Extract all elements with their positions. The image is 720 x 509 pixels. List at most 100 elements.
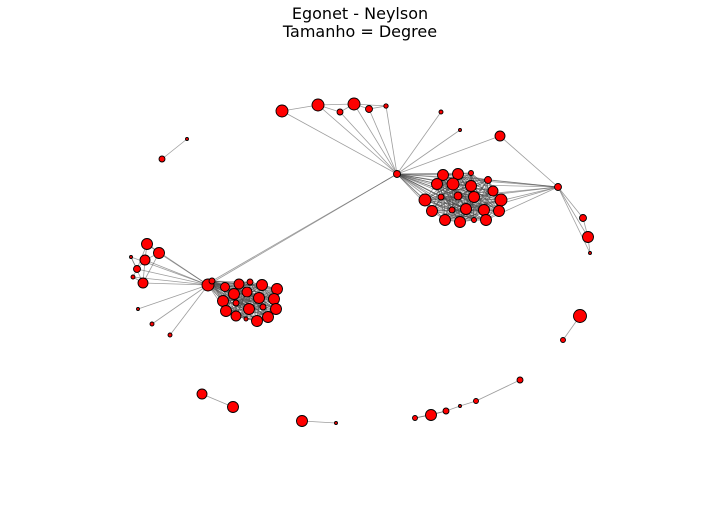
- node-a12: [468, 191, 480, 203]
- node-a20: [471, 217, 477, 223]
- node-a3: [431, 178, 443, 190]
- node-b5: [228, 288, 240, 300]
- edge-a16-a18: [444, 209, 485, 221]
- node-a18: [439, 214, 451, 226]
- edge-t9-r1: [499, 135, 559, 188]
- node-p2: [158, 155, 166, 163]
- edge-r1-a6: [487, 179, 559, 188]
- node-a21: [480, 214, 492, 226]
- node-b2: [246, 278, 254, 286]
- node-b0: [220, 282, 230, 292]
- node-ch3: [442, 407, 450, 415]
- node-b11: [243, 303, 255, 315]
- node-ego: [393, 170, 401, 178]
- node-a10: [437, 193, 445, 201]
- edge-ego-t2: [317, 104, 398, 175]
- node-a11: [453, 191, 463, 201]
- node-b3: [256, 279, 268, 291]
- edge-a12-a13: [431, 196, 475, 212]
- edge-a12-a18: [444, 196, 475, 221]
- edge-ego-t7: [396, 111, 442, 175]
- edge-a9-a12: [424, 196, 475, 201]
- node-a2: [468, 170, 474, 176]
- title-line-1: Egonet - Neylson: [291, 4, 429, 23]
- node-b13: [270, 303, 282, 315]
- node-t4: [347, 97, 361, 111]
- node-iso2b: [227, 401, 239, 413]
- node-a1: [452, 168, 464, 180]
- edge-ego-t4: [353, 103, 398, 175]
- node-b15: [230, 310, 242, 322]
- edge-ch5-ch6: [475, 379, 521, 402]
- node-a17: [493, 205, 505, 217]
- node-t1: [275, 104, 289, 118]
- edge-layer: [130, 103, 591, 424]
- node-a15: [460, 203, 472, 215]
- node-b4: [271, 283, 283, 295]
- node-l8: [136, 307, 140, 311]
- node-b10: [232, 299, 240, 307]
- edge-hub-l7: [142, 282, 209, 286]
- edge-hub-b17: [207, 284, 258, 322]
- node-a8: [494, 193, 508, 207]
- node-ch5: [473, 398, 479, 404]
- node-l1: [141, 238, 153, 250]
- edge-r1-r3: [557, 186, 589, 238]
- node-t3: [336, 108, 344, 116]
- node-t2: [311, 98, 325, 112]
- node-b12: [259, 303, 267, 311]
- node-l10: [167, 332, 173, 338]
- edge-a6-a9: [424, 179, 489, 201]
- node-r2: [579, 214, 587, 222]
- node-r3: [582, 231, 594, 243]
- edge-a17-a18: [444, 210, 500, 221]
- node-t8: [458, 128, 462, 132]
- edge-r1-r2: [557, 186, 584, 219]
- edge-ego-t8: [396, 129, 461, 175]
- edge-a0-a6: [442, 174, 489, 181]
- node-b6: [241, 286, 253, 298]
- node-b14: [220, 305, 232, 317]
- edge-hub-l10: [169, 284, 209, 336]
- edge-r1-r4: [557, 186, 591, 254]
- node-a13: [426, 205, 438, 217]
- node-a5: [465, 180, 477, 192]
- node-t7: [438, 109, 444, 115]
- node-b17: [251, 315, 263, 327]
- node-l7: [137, 277, 149, 289]
- edge-hub-l8: [137, 284, 209, 310]
- node-l6: [130, 274, 136, 280]
- edge-hub-l9: [151, 284, 209, 325]
- edge-p1-p2: [161, 138, 188, 160]
- edge-ego-t1: [281, 110, 398, 175]
- node-iso1b: [560, 337, 566, 343]
- edge-hub-l2: [158, 252, 209, 286]
- node-ch6: [516, 376, 524, 384]
- node-a0: [437, 169, 449, 181]
- title-line-2: Tamanho = Degree: [282, 22, 438, 41]
- node-a9: [418, 193, 432, 207]
- edge-ego-t6: [385, 105, 398, 175]
- node-ch2: [425, 409, 437, 421]
- node-a7: [487, 185, 499, 197]
- node-a14: [448, 206, 456, 214]
- node-layer: [129, 97, 594, 427]
- node-ch4: [458, 404, 462, 408]
- node-t6: [383, 103, 389, 109]
- node-b7: [253, 292, 265, 304]
- node-l5: [133, 265, 141, 273]
- node-iso3b: [334, 421, 338, 425]
- node-r1: [554, 183, 562, 191]
- node-b8: [268, 293, 280, 305]
- node-iso2a: [196, 388, 208, 400]
- node-iso3a: [296, 415, 308, 427]
- node-iso1a: [573, 309, 587, 323]
- edge-ego-t9: [396, 135, 501, 175]
- edge-ego-hub2: [211, 173, 398, 282]
- node-a19: [454, 216, 466, 228]
- node-r4: [588, 251, 592, 255]
- node-l3: [139, 254, 151, 266]
- node-b1: [233, 278, 245, 290]
